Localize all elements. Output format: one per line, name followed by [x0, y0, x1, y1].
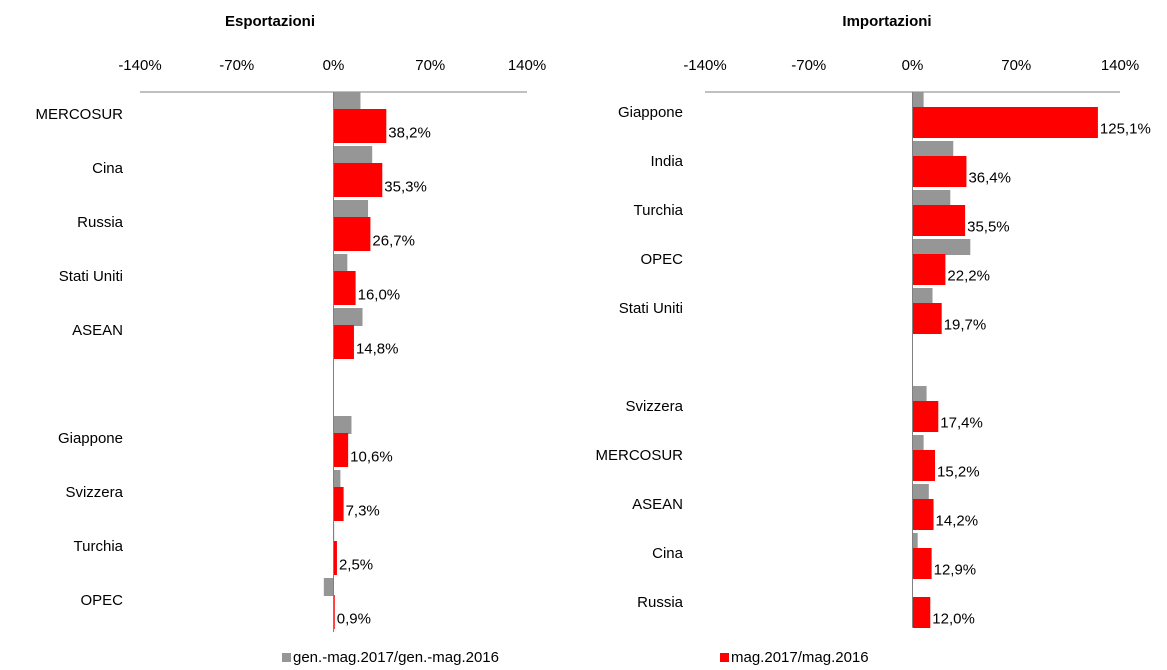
bar: [333, 470, 341, 488]
x-tick-label: 70%: [415, 57, 445, 74]
category-label: Russia: [77, 214, 124, 231]
bar: [912, 205, 966, 236]
value-label: 22,2%: [947, 267, 990, 284]
category-label: Cina: [652, 545, 684, 562]
category-label: India: [650, 153, 683, 170]
legend-swatch: [282, 653, 291, 662]
x-tick-label: 0%: [323, 57, 345, 74]
bar: [912, 92, 924, 108]
category-label: Russia: [637, 594, 684, 611]
value-label: 12,0%: [932, 610, 975, 627]
bar: [333, 254, 348, 272]
bar: [912, 435, 924, 451]
bar: [912, 141, 954, 157]
category-label: ASEAN: [72, 322, 123, 339]
bar: [912, 386, 927, 402]
category-label: Cina: [92, 160, 124, 177]
x-tick-label: -140%: [118, 57, 161, 74]
value-label: 15,2%: [937, 463, 980, 480]
bar: [333, 487, 344, 521]
value-label: 7,3%: [346, 502, 380, 519]
bar: [912, 499, 934, 530]
bar: [333, 217, 371, 251]
category-label: OPEC: [640, 251, 683, 268]
legend-label: mag.2017/mag.2016: [731, 649, 869, 666]
category-label: ASEAN: [632, 496, 683, 513]
bar: [912, 107, 1098, 138]
bar: [333, 109, 387, 143]
value-label: 35,5%: [967, 218, 1010, 235]
chart-title: Importazioni: [842, 13, 931, 30]
chart-title: Esportazioni: [225, 13, 315, 30]
value-label: 38,2%: [388, 124, 431, 141]
bar: [333, 308, 363, 326]
bar: [912, 303, 942, 334]
legend-label: gen.-mag.2017/gen.-mag.2016: [293, 649, 499, 666]
value-label: 19,7%: [944, 316, 987, 333]
bar: [333, 416, 352, 434]
category-label: Giappone: [618, 104, 683, 121]
legend-swatch: [720, 653, 729, 662]
bar: [912, 450, 936, 481]
bar: [912, 239, 971, 255]
category-label: Turchia: [74, 538, 124, 555]
category-label: MERCOSUR: [35, 106, 123, 123]
value-label: 0,9%: [337, 610, 371, 627]
category-label: MERCOSUR: [595, 447, 683, 464]
x-tick-label: -70%: [791, 57, 826, 74]
bar: [333, 146, 373, 164]
value-label: 14,2%: [936, 512, 979, 529]
x-tick-label: -140%: [683, 57, 726, 74]
value-label: 125,1%: [1100, 120, 1151, 137]
value-label: 35,3%: [384, 178, 427, 195]
category-label: Svizzera: [625, 398, 683, 415]
value-label: 2,5%: [339, 556, 373, 573]
category-label: Svizzera: [65, 484, 123, 501]
category-label: Stati Uniti: [619, 300, 683, 317]
x-tick-label: 140%: [508, 57, 546, 74]
value-label: 10,6%: [350, 448, 393, 465]
bar: [333, 433, 349, 467]
bar: [912, 190, 951, 206]
x-tick-label: -70%: [219, 57, 254, 74]
bar: [912, 533, 918, 549]
category-label: Giappone: [58, 430, 123, 447]
value-label: 36,4%: [968, 169, 1011, 186]
bar: [323, 578, 334, 596]
bar: [912, 254, 946, 285]
value-label: 26,7%: [372, 232, 415, 249]
value-label: 16,0%: [358, 286, 401, 303]
bar: [912, 288, 933, 304]
bar: [912, 597, 931, 628]
bar: [333, 271, 356, 305]
x-tick-label: 70%: [1001, 57, 1031, 74]
bar: [333, 92, 361, 110]
category-label: Stati Uniti: [59, 268, 123, 285]
x-tick-label: 0%: [902, 57, 924, 74]
bar: [912, 484, 929, 500]
bar: [333, 200, 369, 218]
bar: [333, 541, 337, 575]
value-label: 17,4%: [940, 414, 983, 431]
bar: [333, 595, 335, 629]
category-label: OPEC: [80, 592, 123, 609]
value-label: 14,8%: [356, 340, 399, 357]
category-label: Turchia: [634, 202, 684, 219]
bar: [912, 548, 932, 579]
bar: [333, 325, 354, 359]
x-tick-label: 140%: [1101, 57, 1139, 74]
bar: [912, 401, 939, 432]
bar: [333, 163, 383, 197]
bar: [912, 156, 967, 187]
value-label: 12,9%: [934, 561, 977, 578]
